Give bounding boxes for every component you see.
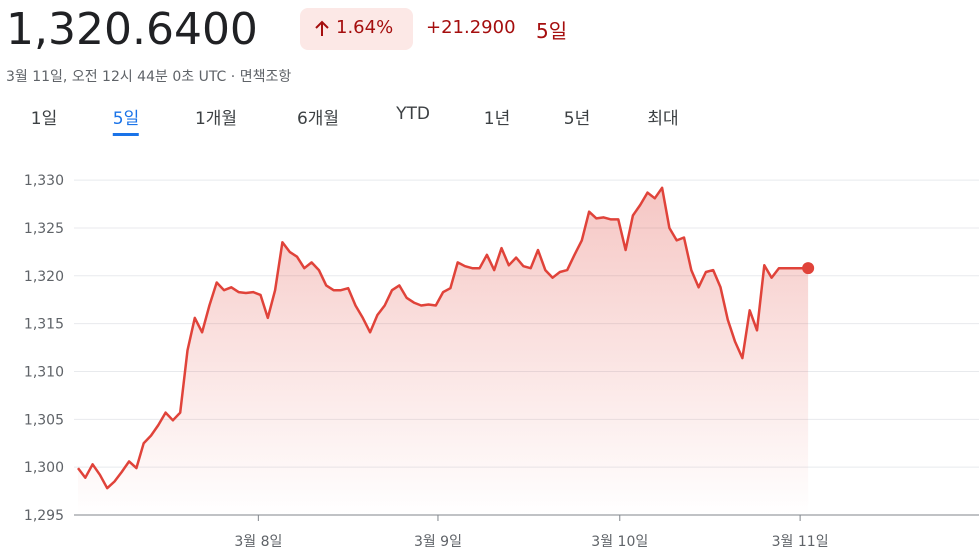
y-tick-label: 1,320: [24, 269, 64, 285]
price: 1,320.6400: [6, 4, 258, 55]
x-tick-label: 3월 10일: [591, 534, 648, 550]
change-percent: 1.64%: [336, 17, 394, 38]
tab[interactable]: 6개월: [296, 109, 340, 129]
line: [77, 186, 809, 490]
tab[interactable]: 5일: [112, 104, 140, 136]
disclaimer[interactable]: 면책조항: [239, 69, 292, 85]
y-tick-label: 1,325: [24, 221, 64, 237]
up-arrow: [315, 20, 329, 36]
tab[interactable]: 1일: [30, 109, 58, 129]
tab[interactable]: 1년: [483, 109, 511, 129]
timestamp-row: 3월 11일, 오전 12시 44분 0초 UTC · 면책조항: [6, 66, 291, 86]
end-dot: [802, 262, 815, 275]
change-pill: [300, 8, 413, 50]
change: +21.2900: [426, 17, 516, 38]
y-tick-label: 1,295: [24, 508, 64, 524]
tab[interactable]: 5년: [563, 109, 591, 129]
x-tick-label: 3월 11일: [772, 534, 829, 550]
tab[interactable]: 1개월: [194, 109, 238, 129]
y-tick-label: 1,305: [24, 412, 64, 428]
x-tick-label: 3월 8일: [234, 534, 282, 550]
area: [78, 187, 809, 516]
timestamp: 3월 11일, 오전 12시 44분 0초 UTC ·: [6, 69, 240, 85]
x-tick-label: 3월 9일: [414, 534, 462, 550]
y-tick-label: 1,330: [24, 173, 64, 189]
tab[interactable]: 최대: [647, 109, 679, 129]
y-tick-label: 1,300: [24, 460, 64, 476]
period: 5일: [536, 19, 568, 43]
y-tick-label: 1,310: [24, 364, 64, 380]
y-tick-label: 1,315: [24, 317, 64, 333]
tab[interactable]: YTD: [396, 104, 430, 124]
tabs: 1일 5일 1개월 6개월 YTD 1년 5년 최대: [0, 104, 980, 138]
